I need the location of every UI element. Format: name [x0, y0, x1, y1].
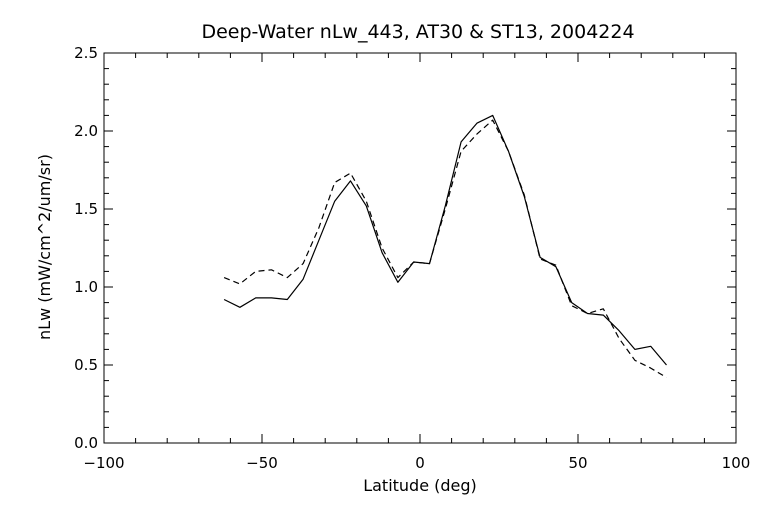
- x-tick-label: −50: [246, 454, 278, 472]
- x-tick-label: 0: [415, 454, 425, 472]
- x-axis-label: Latitude (deg): [363, 476, 477, 495]
- dashed-series-line: [223, 119, 667, 379]
- series-layer: [223, 114, 667, 379]
- y-axis-label: nLw (mW/cm^2/um/sr): [35, 154, 54, 340]
- axis-tick-labels: −100 −50 0 50 100 0.0 0.5 1.0 1.5 2.0 2.5: [74, 44, 750, 472]
- x-tick-label: 50: [568, 454, 587, 472]
- plot-area-frame: [103, 52, 737, 444]
- y-tick-label: 0.5: [74, 356, 98, 374]
- y-tick-label: 1.0: [74, 278, 98, 296]
- chart-title: Deep-Water nLw_443, AT30 & ST13, 2004224: [201, 21, 634, 43]
- x-tick-label: 100: [722, 454, 751, 472]
- solid-series-line: [223, 114, 667, 366]
- axis-ticks: [103, 52, 737, 444]
- x-tick-label: −100: [83, 454, 124, 472]
- y-tick-label: 1.5: [74, 200, 98, 218]
- y-tick-label: 2.0: [74, 122, 98, 140]
- y-tick-label: 2.5: [74, 44, 98, 62]
- y-tick-label: 0.0: [74, 434, 98, 452]
